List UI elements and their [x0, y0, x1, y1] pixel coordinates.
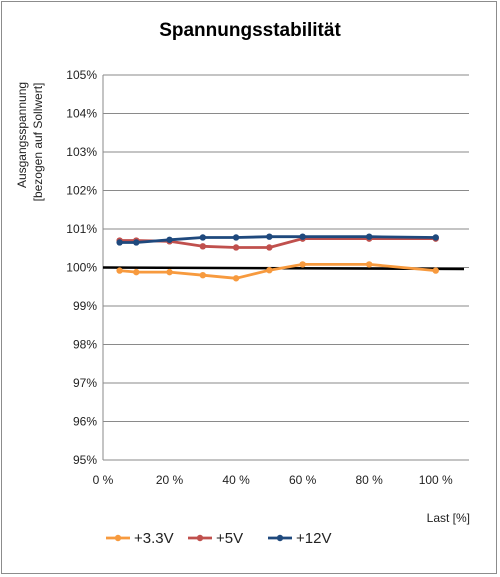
data-point-5v — [232, 244, 240, 251]
y-tick-label: 102% — [66, 184, 97, 198]
x-tick-label: 100 % — [419, 473, 453, 487]
data-point-5v — [199, 243, 207, 250]
x-tick-label: 40 % — [222, 473, 250, 487]
y-tick-labels: 95% 96% 97% 98% 99% 100% 101% 102% 103% 104% 105% — [66, 68, 97, 467]
data-point-33v — [199, 272, 207, 279]
data-point-12v — [116, 239, 123, 246]
data-point-12v — [232, 234, 240, 241]
data-point-12v — [365, 233, 373, 240]
data-point-12v — [199, 234, 207, 241]
y-tick-label: 104% — [66, 107, 97, 121]
data-point-33v — [133, 268, 140, 276]
data-point-33v — [299, 261, 306, 268]
y-tick-label: 100% — [66, 261, 97, 275]
x-axis-title: Last [%] — [427, 511, 470, 525]
data-point-12v — [133, 239, 140, 246]
data-point-33v — [266, 266, 273, 274]
y-axis-title-line1: Ausgangsspannung — [15, 82, 29, 188]
x-tick-label: 0 % — [93, 473, 114, 487]
data-point-12v — [432, 234, 439, 241]
x-tick-labels: 0 % 20 % 40 % 60 % 80 % 100 % — [93, 473, 453, 487]
data-point-33v — [432, 267, 439, 274]
legend-marker-5v — [196, 534, 204, 542]
data-point-33v — [116, 267, 123, 274]
x-tick-label: 20 % — [156, 473, 184, 487]
y-axis-title-line2: [bezogen auf Sollwert] — [31, 83, 45, 202]
data-point-12v — [266, 233, 273, 240]
gridlines — [103, 74, 469, 422]
legend-marker-33v — [114, 534, 122, 542]
y-tick-label: 97% — [73, 376, 97, 390]
data-point-5v — [266, 244, 273, 251]
legend-marker-12v — [276, 534, 284, 542]
x-tick-label: 60 % — [289, 473, 317, 487]
x-tick-label: 80 % — [356, 473, 384, 487]
legend-label-33v: +3.3V — [134, 530, 174, 547]
y-tick-label: 105% — [66, 68, 97, 82]
y-tick-label: 96% — [73, 415, 97, 429]
y-tick-label: 101% — [66, 222, 97, 236]
y-tick-label: 98% — [73, 338, 97, 352]
data-point-12v — [166, 236, 173, 243]
legend-label-12v: +12V — [296, 530, 331, 547]
data-point-33v — [166, 268, 173, 276]
y-tick-label: 95% — [73, 453, 97, 467]
y-tick-label: 99% — [73, 299, 97, 313]
legend-label-5v: +5V — [216, 530, 243, 547]
y-tick-label: 103% — [66, 145, 97, 159]
data-point-33v — [232, 275, 240, 282]
data-point-12v — [299, 233, 306, 240]
series-group — [116, 233, 439, 282]
data-point-33v — [365, 261, 373, 268]
legend: +3.3V +5V +12V — [106, 530, 331, 547]
chart-title: Spannungsstabilität — [159, 20, 341, 41]
